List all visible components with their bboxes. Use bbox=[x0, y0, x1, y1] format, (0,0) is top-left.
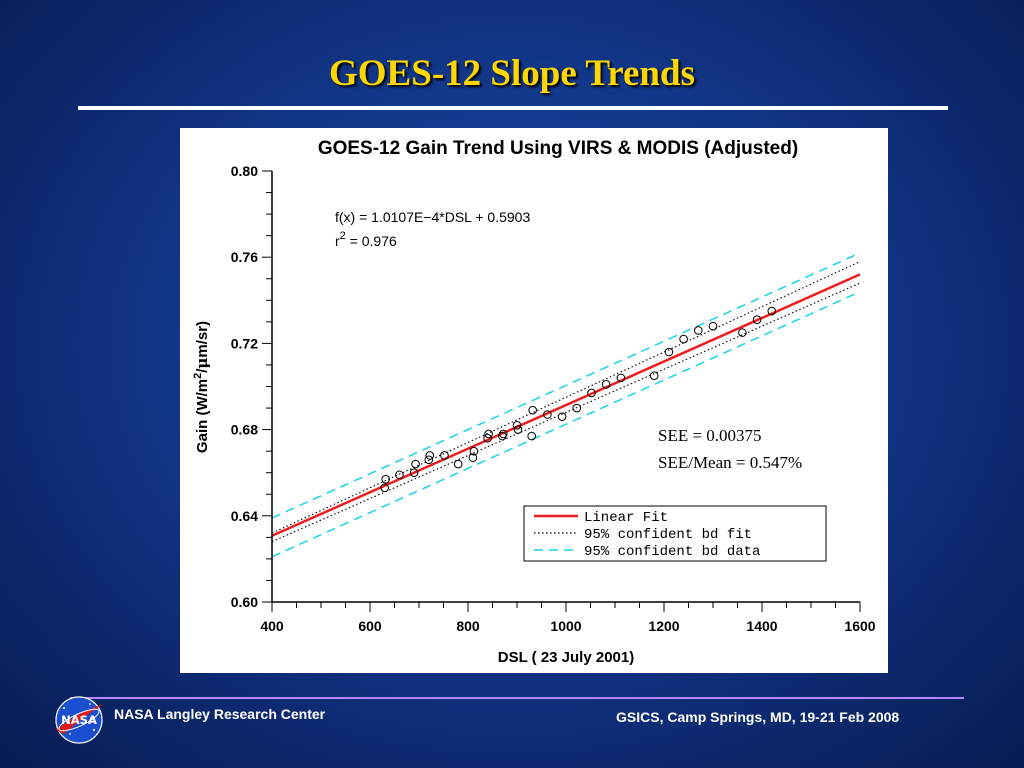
x-tick-label: 400 bbox=[260, 618, 284, 634]
y-tick-label: 0.72 bbox=[231, 335, 258, 351]
data-point bbox=[708, 321, 718, 331]
data-point bbox=[664, 347, 674, 357]
data-point bbox=[601, 380, 611, 389]
data-point bbox=[587, 388, 596, 398]
x-tick-label: 1600 bbox=[844, 618, 875, 634]
fit-band-upper-line bbox=[271, 261, 861, 534]
r2-value: = 0.976 bbox=[346, 233, 397, 249]
y-axis-label-mu: μ bbox=[193, 358, 211, 369]
data-point bbox=[424, 455, 434, 465]
data-point bbox=[483, 433, 492, 443]
data-point bbox=[395, 470, 404, 480]
y-tick-label: 0.64 bbox=[231, 508, 258, 524]
x-axis-label: DSL ( 23 July 2001) bbox=[498, 649, 634, 666]
data-point bbox=[411, 459, 420, 469]
y-axis-label-part: / bbox=[194, 368, 211, 373]
equation-label: f(x) = 1.0107E−4*DSL + 0.5903 bbox=[335, 209, 530, 225]
data-point bbox=[409, 468, 419, 478]
data-band-upper-line bbox=[271, 252, 861, 519]
data-point bbox=[453, 459, 463, 469]
x-tick-label: 600 bbox=[358, 618, 382, 634]
data-point bbox=[469, 446, 479, 456]
fit-band-lower-line bbox=[271, 282, 861, 543]
data-point bbox=[425, 451, 435, 460]
gain-trend-chart: GOES-12 Gain Trend Using VIRS & MODIS (A… bbox=[192, 138, 876, 666]
slide-title: GOES-12 Slope Trends bbox=[329, 53, 695, 94]
legend-label-fit-band: 95% confident bd fit bbox=[584, 527, 752, 543]
data-point bbox=[649, 371, 659, 381]
data-point bbox=[527, 431, 537, 441]
y-tick-label: 0.80 bbox=[231, 163, 258, 179]
linear-fit-line bbox=[271, 273, 861, 537]
footer-organization: NASA Langley Research Center bbox=[114, 706, 326, 722]
y-axis-label-sup: 2 bbox=[192, 373, 204, 379]
data-point bbox=[616, 373, 626, 383]
nasa-logo-icon: NASA bbox=[55, 696, 104, 744]
legend-label-data-band: 95% confident bd data bbox=[584, 544, 760, 560]
data-point bbox=[440, 451, 449, 460]
data-point bbox=[738, 328, 747, 337]
title-divider bbox=[78, 106, 948, 110]
data-point bbox=[543, 410, 552, 419]
data-point bbox=[498, 429, 508, 439]
x-tick-label: 1000 bbox=[550, 618, 581, 634]
y-tick-label: 0.68 bbox=[231, 422, 258, 438]
chart-panel: GOES-12 Gain Trend Using VIRS & MODIS (A… bbox=[180, 128, 888, 673]
x-tick-label: 800 bbox=[456, 618, 480, 634]
data-point bbox=[512, 420, 522, 430]
data-point bbox=[381, 474, 390, 484]
data-point bbox=[694, 326, 703, 335]
r2-superscript: 2 bbox=[340, 230, 346, 242]
x-tick-label: 1400 bbox=[746, 618, 777, 634]
data-point bbox=[679, 334, 688, 344]
y-axis-label-part: m/sr) bbox=[194, 321, 211, 358]
data-point bbox=[380, 483, 389, 493]
footer-divider bbox=[70, 697, 964, 699]
see-annotation: SEE = 0.00375 bbox=[658, 426, 762, 445]
r2-prefix: r bbox=[335, 233, 340, 249]
legend: Linear Fit 95% confident bd fit 95% conf… bbox=[523, 505, 827, 562]
legend-label-linear-fit: Linear Fit bbox=[584, 510, 668, 526]
data-point bbox=[767, 306, 777, 316]
y-tick-label: 0.60 bbox=[231, 594, 258, 610]
data-band-lower-line bbox=[271, 290, 861, 558]
footer-event: GSICS, Camp Springs, MD, 19-21 Feb 2008 bbox=[616, 709, 900, 725]
data-point bbox=[513, 425, 523, 434]
data-point bbox=[528, 405, 537, 415]
nasa-logo-text: NASA bbox=[61, 713, 97, 727]
data-point bbox=[572, 403, 582, 413]
see-mean-annotation: SEE/Mean = 0.547% bbox=[658, 453, 802, 472]
data-point bbox=[468, 453, 478, 462]
y-tick-label: 0.76 bbox=[231, 249, 258, 265]
r-squared-label: r2 = 0.976 bbox=[335, 230, 397, 249]
y-axis-label: Gain (W/m2/μm/sr) bbox=[192, 321, 211, 453]
data-point bbox=[484, 429, 493, 439]
data-point bbox=[752, 315, 762, 324]
x-tick-label: 1200 bbox=[648, 618, 679, 634]
chart-title: GOES-12 Gain Trend Using VIRS & MODIS (A… bbox=[318, 138, 798, 159]
data-point bbox=[557, 412, 567, 421]
y-axis-label-part: Gain (W/m bbox=[194, 379, 211, 453]
